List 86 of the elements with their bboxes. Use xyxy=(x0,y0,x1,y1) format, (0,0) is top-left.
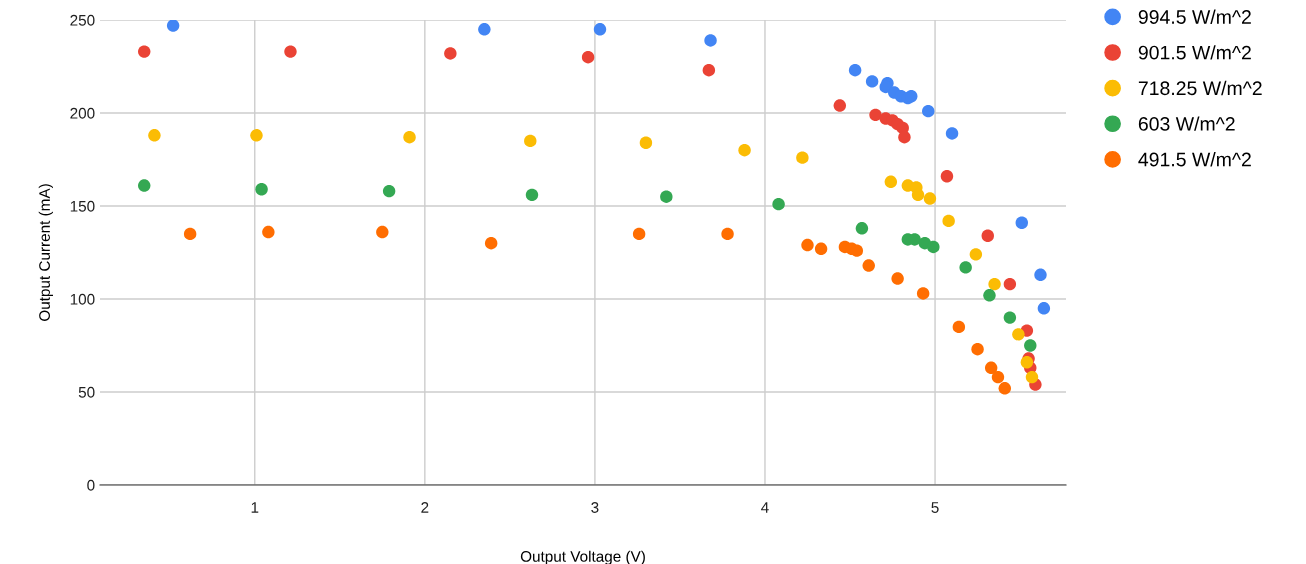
x-axis-title: Output Voltage (V) xyxy=(520,550,645,564)
point xyxy=(1012,328,1025,341)
point xyxy=(922,104,935,118)
point xyxy=(959,261,972,274)
point xyxy=(138,45,151,58)
legend-label: 603 W/m^2 xyxy=(1138,116,1235,131)
point xyxy=(581,50,595,64)
point xyxy=(632,227,646,241)
point xyxy=(796,151,809,164)
point xyxy=(952,320,966,334)
point xyxy=(660,190,673,203)
point xyxy=(1034,268,1047,282)
y-tick-label: 50 xyxy=(78,386,95,398)
point xyxy=(704,34,717,47)
point xyxy=(738,143,751,157)
point xyxy=(148,129,161,142)
point xyxy=(1003,277,1017,291)
legend-label: 994.5 W/m^2 xyxy=(1138,9,1251,24)
point xyxy=(984,361,998,375)
point xyxy=(138,179,151,192)
point xyxy=(524,134,537,148)
point xyxy=(444,47,457,60)
point xyxy=(1003,311,1017,324)
point xyxy=(905,90,918,103)
point xyxy=(772,197,785,211)
point xyxy=(702,64,716,77)
legend-label: 901.5 W/m^2 xyxy=(1138,45,1251,60)
point xyxy=(969,248,983,261)
x-tick-label: 5 xyxy=(931,502,939,513)
point xyxy=(1024,339,1037,352)
x-tick-label: 2 xyxy=(421,502,429,513)
point xyxy=(884,175,898,189)
x-tick-label: 3 xyxy=(591,502,599,513)
point xyxy=(911,188,925,202)
point xyxy=(869,108,882,122)
point xyxy=(927,240,940,254)
point xyxy=(942,214,955,228)
point xyxy=(183,227,197,241)
point xyxy=(593,23,607,36)
point xyxy=(991,370,1005,384)
point xyxy=(988,277,1001,291)
point xyxy=(1020,356,1034,369)
point xyxy=(945,127,959,140)
y-tick-label: 100 xyxy=(70,293,95,305)
y-tick-label: 150 xyxy=(70,200,95,212)
point xyxy=(923,192,937,205)
y-tick-label: 200 xyxy=(70,107,95,119)
point xyxy=(801,238,814,252)
legend-label: 718.25 W/m^2 xyxy=(1138,80,1262,96)
point xyxy=(981,229,994,242)
x-tick-label: 4 xyxy=(761,502,769,513)
point xyxy=(898,130,911,144)
point xyxy=(855,222,869,235)
point xyxy=(478,23,491,36)
point xyxy=(865,75,879,88)
point xyxy=(848,64,862,77)
point xyxy=(284,45,297,58)
point xyxy=(833,99,847,112)
x-tick-label: 1 xyxy=(251,502,259,513)
point xyxy=(814,242,828,255)
point xyxy=(971,343,984,356)
point xyxy=(998,382,1011,395)
point xyxy=(1015,216,1028,229)
point xyxy=(166,20,180,32)
point xyxy=(862,259,875,272)
point xyxy=(1025,370,1039,384)
point xyxy=(916,287,930,300)
point xyxy=(382,184,396,198)
point xyxy=(1037,302,1051,315)
point xyxy=(850,244,864,257)
point xyxy=(250,129,263,142)
point xyxy=(262,225,275,239)
point xyxy=(721,227,734,241)
point xyxy=(639,136,653,149)
point xyxy=(940,170,954,183)
point xyxy=(484,236,498,250)
point xyxy=(525,188,539,202)
y-axis-title: Output Current (mA) xyxy=(38,184,53,321)
y-tick-label: 0 xyxy=(87,479,95,491)
legend-label: 491.5 W/m^2 xyxy=(1138,152,1251,167)
point xyxy=(403,130,416,144)
point xyxy=(376,225,389,239)
point xyxy=(255,183,268,196)
point xyxy=(891,272,904,285)
y-tick-label: 250 xyxy=(70,14,95,26)
point xyxy=(983,289,996,302)
